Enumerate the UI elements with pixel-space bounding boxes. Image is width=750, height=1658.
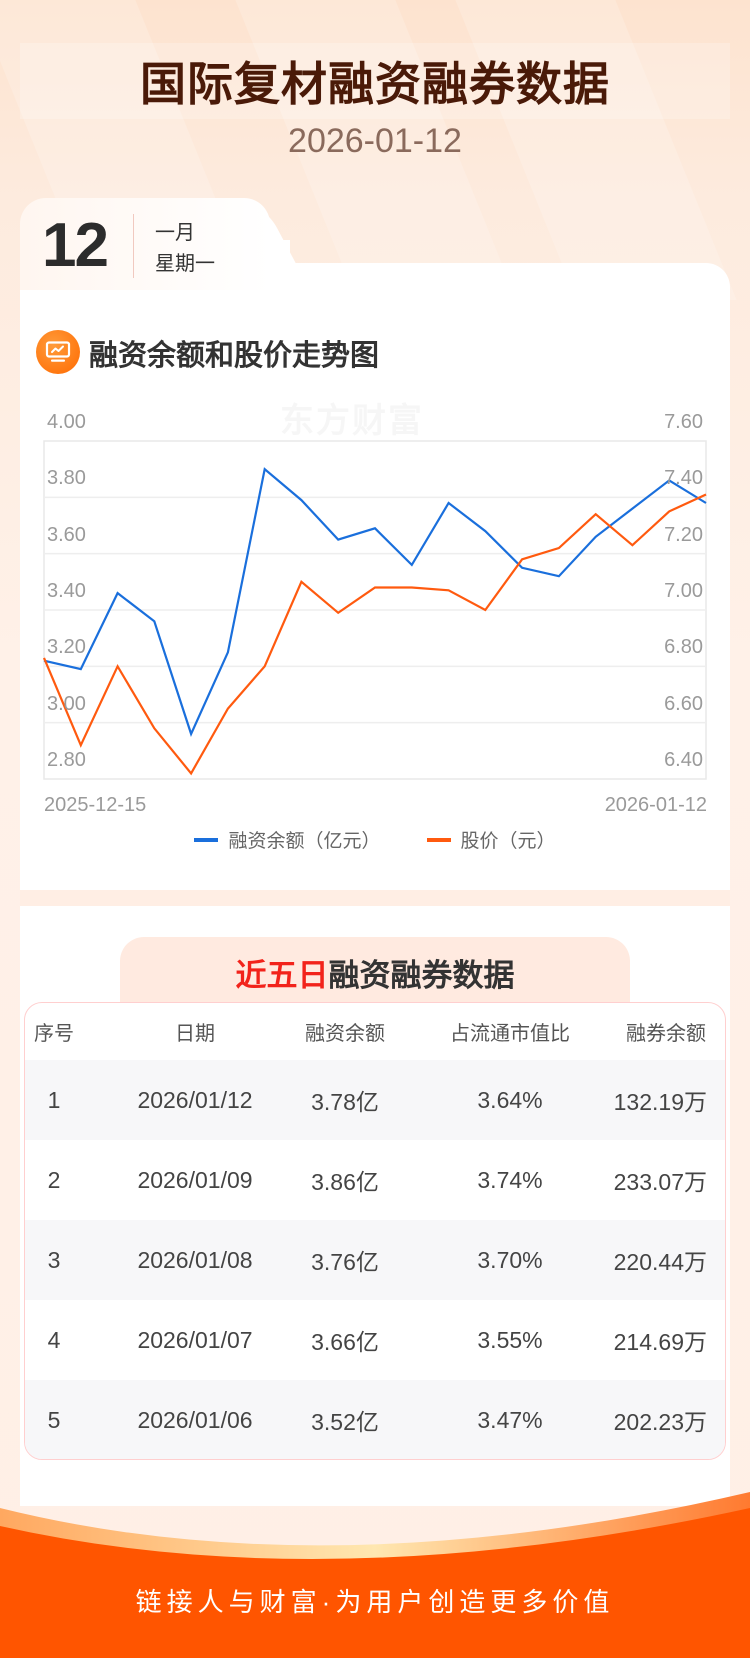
y-left-tick-label: 3.80 [47, 467, 86, 490]
table-section-title: 近五日融资融券数据 [0, 950, 750, 995]
y-left-tick-label: 3.20 [47, 636, 86, 659]
col-header-short-balance: 融券余额 [626, 1022, 706, 1045]
cell-short-balance: 233.07万 [613, 1169, 707, 1195]
cell-short-balance: 220.44万 [613, 1249, 707, 1275]
x-axis-end-label: 2026-01-12 [604, 794, 707, 816]
table-row: 4 2026/01/07 3.66亿 3.55% 214.69万 [25, 1300, 725, 1380]
cell-short-balance: 202.23万 [613, 1409, 707, 1435]
y-right-tick-label: 6.40 [664, 749, 703, 771]
col-header-date: 日期 [175, 1022, 215, 1045]
y-left-tick-label: 3.40 [47, 580, 86, 602]
date-weekday: 星期一 [155, 253, 215, 275]
chart-monitor-icon [36, 330, 80, 374]
cell-date: 2026/01/09 [137, 1166, 253, 1193]
y-left-tick-label: 3.00 [47, 692, 86, 715]
cell-date: 2026/01/06 [137, 1406, 253, 1433]
legend-label: 股价（元） [460, 831, 556, 852]
date-day: 12 [42, 211, 109, 280]
chart-legend: 融资余额（亿元） 股价（元） [0, 826, 750, 853]
cell-date: 2026/01/12 [137, 1086, 253, 1113]
series-margin-balance-line [43, 467, 707, 737]
col-header-float-ratio: 占流通市值比 [450, 1022, 570, 1045]
chart-card [20, 263, 730, 890]
cell-float-ratio: 3.74% [477, 1166, 543, 1193]
y-right-tick-label: 6.60 [664, 692, 703, 715]
title-band [20, 43, 730, 119]
trend-chart: 4.00 3.80 3.60 3.40 3.20 3.00 2.80 7.60 7.40 7.2… [42, 411, 707, 816]
footer-slogan: 链接人与财富·为用户创造更多价值 [135, 1587, 615, 1617]
y-right-tick-label: 7.40 [664, 467, 703, 490]
col-header-index: 序号 [34, 1022, 74, 1045]
title-rest: 融资融券数据 [328, 958, 515, 993]
chart-plot [42, 440, 707, 780]
cell-index: 1 [47, 1086, 61, 1113]
cell-float-ratio: 3.64% [477, 1086, 543, 1113]
table-row: 1 2026/01/12 3.78亿 3.64% 132.19万 [25, 1060, 725, 1140]
cell-index: 4 [47, 1326, 61, 1353]
cell-margin-balance: 3.86亿 [311, 1169, 379, 1195]
cell-index: 5 [47, 1406, 61, 1433]
x-axis-start-label: 2025-12-15 [44, 794, 147, 816]
date-tab [20, 198, 270, 290]
cell-short-balance: 132.19万 [613, 1089, 707, 1115]
y-left-tick-label: 2.80 [47, 749, 86, 771]
table-row: 2 2026/01/09 3.86亿 3.74% 233.07万 [25, 1140, 725, 1220]
y-left-tick-label: 3.60 [47, 523, 86, 546]
page-title: 国际复材融资融券数据 [140, 57, 610, 111]
cell-margin-balance: 3.76亿 [311, 1249, 379, 1275]
cell-margin-balance: 3.78亿 [311, 1089, 379, 1115]
cell-float-ratio: 3.70% [477, 1246, 543, 1273]
cell-margin-balance: 3.66亿 [311, 1329, 379, 1355]
y-right-tick-label: 7.20 [664, 523, 703, 546]
legend-swatch-orange [426, 837, 451, 842]
footer [0, 1480, 750, 1658]
cell-date: 2026/01/07 [137, 1326, 253, 1353]
legend-label: 融资余额（亿元） [228, 831, 381, 852]
table-row: 5 2026/01/06 3.52亿 3.47% 202.23万 [25, 1380, 725, 1459]
page-date: 2026-01-12 [288, 122, 462, 160]
date-divider [133, 214, 134, 278]
legend-item-stock-price[interactable]: 股价（元） [426, 826, 556, 853]
cell-float-ratio: 3.47% [477, 1406, 543, 1433]
date-month: 一月 [155, 222, 195, 244]
chart-section-title: 融资余额和股价走势图 [89, 340, 380, 372]
cell-date: 2026/01/08 [137, 1246, 253, 1273]
cell-index: 2 [47, 1166, 61, 1193]
series-stock-price-line [42, 493, 707, 776]
title-highlight: 近五日 [235, 958, 329, 993]
y-left-tick-label: 4.00 [47, 411, 86, 433]
table-header: 序号 日期 融资余额 占流通市值比 融券余额 [25, 1003, 725, 1059]
section-gap [20, 890, 730, 906]
cell-float-ratio: 3.55% [477, 1326, 543, 1353]
cell-margin-balance: 3.52亿 [311, 1409, 379, 1435]
cell-index: 3 [47, 1246, 61, 1273]
legend-item-margin-balance[interactable]: 融资余额（亿元） [194, 826, 381, 853]
y-right-tick-label: 6.80 [664, 636, 703, 659]
margin-table: 序号 日期 融资余额 占流通市值比 融券余额 1 2026/01/12 3.78亿 3… [24, 1002, 726, 1460]
y-right-tick-label: 7.60 [664, 411, 703, 433]
legend-swatch-blue [194, 837, 219, 842]
col-header-margin-balance: 融资余额 [305, 1022, 385, 1045]
y-right-tick-label: 7.00 [664, 580, 703, 602]
table-row: 3 2026/01/08 3.76亿 3.70% 220.44万 [25, 1220, 725, 1300]
cell-short-balance: 214.69万 [613, 1329, 707, 1355]
